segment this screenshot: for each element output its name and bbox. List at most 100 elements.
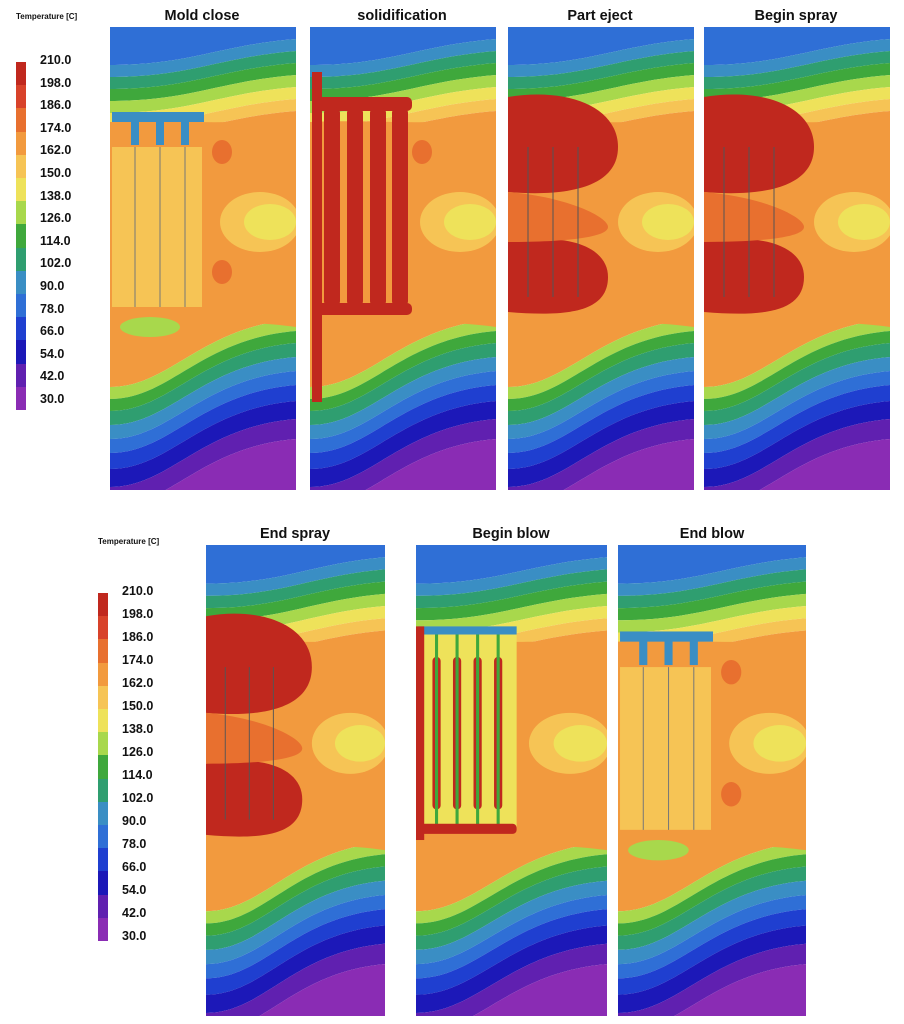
panel-title-solidification: solidification: [357, 8, 447, 24]
runner: [418, 823, 517, 834]
cavity-part: [370, 107, 386, 307]
contour-group: [310, 27, 496, 490]
contour-group: [618, 545, 806, 1016]
hot-spot: [212, 260, 232, 284]
gate: [181, 119, 189, 145]
temperature-band: [618, 880, 806, 965]
temperature-band: [206, 866, 385, 950]
temperature-band: [618, 581, 806, 621]
temperature-band: [416, 593, 607, 633]
temperature-band: [704, 27, 890, 65]
legend-swatch: [98, 917, 108, 942]
temperature-band: [704, 63, 890, 101]
legend-value-label: 90.0: [40, 279, 65, 293]
legend-value-label: 42.0: [40, 369, 65, 384]
legend-value-label: 78.0: [40, 301, 65, 316]
legend-value-label: 126.0: [122, 745, 154, 759]
temperature-band: [206, 842, 385, 924]
legend-swatch: [16, 294, 26, 318]
warm-zone: [334, 725, 385, 762]
temperature-band: [704, 419, 890, 490]
legend-swatch: [16, 108, 26, 133]
temperature-band: [259, 964, 385, 1016]
warm-zone: [444, 204, 496, 240]
legend-swatch: [98, 616, 108, 640]
temperature-band: [110, 51, 296, 89]
temperature-band: [110, 401, 296, 487]
temperature-band: [206, 581, 385, 621]
temperature-band: [416, 894, 607, 979]
warm-zone: [704, 192, 804, 242]
legend-swatch: [16, 317, 26, 341]
temperature-band: [206, 925, 385, 1013]
temperature-band: [508, 439, 694, 490]
temperature-band: [704, 385, 890, 469]
legend-value-label: 174.0: [40, 120, 72, 135]
temperature-band: [310, 439, 496, 490]
contour-svg: [206, 545, 385, 1016]
temperature-band: [508, 27, 694, 65]
temperature-band: [508, 343, 694, 425]
legend-value-label: 114.0: [40, 233, 71, 248]
contour-svg: [416, 545, 607, 1016]
temperature-band: [416, 854, 607, 936]
legend-title: Temperature [C]: [16, 12, 78, 21]
temperature-band: [618, 925, 806, 1013]
temperature-band: [206, 943, 385, 1016]
temperature-band: [310, 63, 496, 101]
temperature-band: [310, 27, 496, 65]
temperature-band: [618, 854, 806, 936]
temperature-band: [508, 319, 694, 399]
legend-swatch: [98, 593, 108, 617]
legend-value-label: 186.0: [40, 98, 72, 113]
temperature-band: [704, 39, 890, 77]
temperature-band: [618, 866, 806, 950]
temperature-band: [310, 331, 496, 411]
panel-title-end-spray: End spray: [259, 526, 331, 542]
temperature-band: [508, 39, 694, 77]
temperature-band: [310, 371, 496, 453]
contour-svg: [704, 27, 890, 490]
hot-spot: [412, 140, 432, 164]
part-region: [620, 667, 711, 830]
legend-value-label: 174.0: [122, 653, 154, 667]
legend-value-label: 30.0: [40, 392, 65, 406]
legend-swatch: [98, 848, 108, 872]
legend-value-label: 102.0: [40, 256, 72, 271]
temperature-band: [416, 866, 607, 950]
contour-panel-begin-blow: [416, 545, 607, 1016]
legend-swatch: [16, 224, 26, 249]
legend-color-bar: [98, 593, 108, 942]
legend-swatch: [98, 685, 108, 710]
hot-zone: [704, 94, 814, 194]
contour-panel-mold-close: [110, 27, 296, 490]
contour-panel-begin-spray: [704, 27, 890, 490]
temperature-band: [704, 401, 890, 487]
legend-value-label: 66.0: [40, 324, 65, 339]
temperature-band: [110, 39, 296, 77]
cool-zone: [120, 317, 180, 337]
temperature-band: [310, 385, 496, 469]
legend-swatch: [98, 801, 108, 826]
temperature-band: [704, 439, 890, 490]
warm-zone: [508, 192, 608, 242]
legend-swatch: [98, 732, 108, 756]
temperature-band: [110, 419, 296, 490]
legend-swatch: [98, 662, 108, 687]
temperature-band: [310, 357, 496, 439]
legend-value-label: 114.0: [122, 768, 153, 782]
legend-swatch: [98, 755, 108, 780]
legend-swatch: [16, 386, 26, 411]
warm-zone: [642, 204, 694, 240]
legend-value-label: 138.0: [40, 188, 72, 203]
temperature-band: [508, 401, 694, 487]
panel-title-begin-spray: Begin spray: [754, 8, 838, 24]
temperature-band: [618, 593, 806, 633]
legend-swatch: [16, 340, 26, 365]
temperature-band: [110, 75, 296, 113]
temperature-band: [618, 842, 806, 924]
legend-value-label: 66.0: [122, 860, 147, 874]
contour-panel-end-spray: [206, 545, 385, 1016]
contour-group: [206, 545, 385, 1016]
hot-zone: [206, 613, 312, 715]
